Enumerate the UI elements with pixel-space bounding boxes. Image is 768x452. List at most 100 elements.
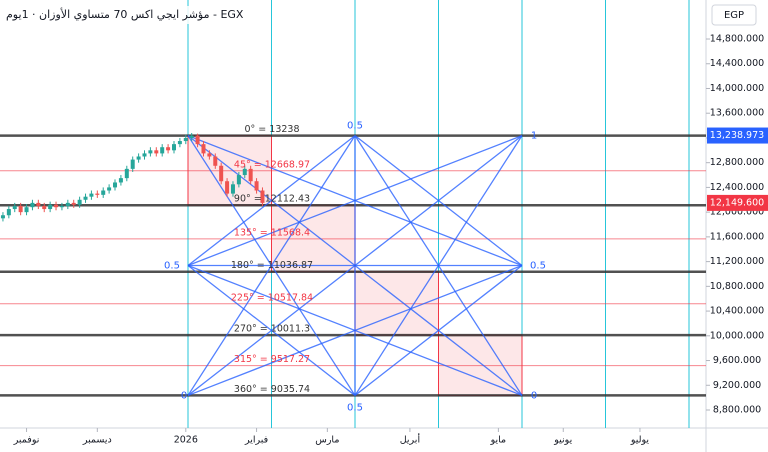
x-tick-label: أبريل	[400, 433, 421, 446]
candle-body	[59, 205, 64, 208]
chart-title: مؤشر ايجي اكس 70 متساوي الأوزان · 1يوم -…	[6, 7, 244, 21]
price-tag-label: 13,238.973	[710, 130, 764, 141]
y-tick-label: 14,800.000	[710, 34, 764, 45]
candle-body	[65, 202, 70, 206]
x-tick-label: ديسمبر	[82, 435, 112, 446]
y-tick-label: 11,200.000	[710, 256, 764, 267]
candle-body	[242, 168, 247, 176]
gann-level-label: 225° = 10517.84	[231, 292, 313, 303]
gann-level-label: 180° = 11036.87	[231, 260, 313, 271]
title-bg	[0, 6, 225, 24]
candle-body	[248, 168, 253, 182]
y-tick-label: 9,600.000	[713, 355, 761, 366]
y-tick-label: 13,600.000	[710, 108, 764, 119]
candle-body	[236, 175, 241, 185]
candle-body	[130, 159, 135, 169]
x-tick-label: مارس	[315, 435, 339, 446]
candle-body	[160, 147, 165, 154]
candle-body	[124, 168, 129, 179]
y-tick-label: 10,800.000	[710, 281, 764, 292]
y-tick-label: 10,000.000	[710, 330, 764, 341]
box-label: 0.5	[347, 121, 363, 132]
candle-body	[230, 184, 235, 194]
candle-body	[254, 181, 259, 191]
gann-level-label: 135° = 11568.4	[234, 227, 310, 238]
box-label: 0	[531, 390, 537, 401]
candle-body	[0, 215, 5, 219]
gann-level-label: 90° = 12112.43	[234, 194, 310, 205]
gann-fan-line	[354, 265, 523, 396]
candle-body	[219, 165, 224, 182]
candle-body	[213, 156, 218, 166]
candle-body	[118, 178, 123, 183]
candle-body	[113, 182, 118, 188]
y-tick-label: 14,000.000	[710, 83, 764, 94]
gann-level-label: 0° = 13238	[244, 124, 299, 135]
x-tick-label: يوليو	[630, 435, 650, 446]
candle-body	[107, 187, 112, 191]
price-tag	[707, 194, 768, 211]
y-tick-label: 12,800.000	[710, 157, 764, 168]
gann-level-label: 360° = 9035.74	[234, 384, 310, 395]
candle-body	[171, 144, 176, 151]
candle-body	[77, 199, 82, 205]
gann-level-label: 270° = 10011.3	[234, 324, 310, 335]
candle-body	[42, 205, 47, 210]
candle-body	[18, 205, 23, 213]
candle-body	[201, 144, 206, 154]
box-label: 0.5	[347, 402, 363, 413]
box-label: 0	[181, 390, 187, 401]
gann-fan-line	[187, 265, 356, 396]
candle-body	[154, 150, 159, 154]
candle-body	[101, 190, 106, 195]
candle-body	[148, 150, 153, 154]
candle-body	[6, 209, 11, 216]
x-tick-label: 2026	[174, 435, 198, 446]
candle-body	[54, 204, 59, 208]
y-tick-label: 11,600.000	[710, 231, 764, 242]
candle-body	[177, 141, 182, 145]
y-tick-label: 14,400.000	[710, 58, 764, 69]
x-tick-label: نوفمبر	[13, 435, 40, 446]
price-tag	[707, 127, 768, 144]
plot-area: 0.5 0.5 0.5 0.5 1 0 0 0° = 13238 45° = 12668.97 9…	[0, 0, 706, 428]
currency: EGP	[724, 10, 744, 21]
candle-body	[166, 147, 171, 151]
candle-body	[183, 137, 188, 142]
candle-body	[24, 207, 29, 213]
candle-body	[142, 153, 147, 157]
y-tick-label: 8,800.000	[713, 405, 761, 416]
y-tick-label: 10,400.000	[710, 306, 764, 317]
gann-level-label: 45° = 12668.97	[234, 159, 310, 170]
gann-fan-line	[187, 135, 356, 267]
y-tick-label: 9,200.000	[713, 380, 761, 391]
price-tag-label: 12,149.600	[710, 197, 764, 208]
box-label: 0.5	[530, 261, 546, 272]
gann-fan-line	[354, 135, 523, 267]
candle-body	[195, 135, 200, 145]
candle-body	[95, 193, 100, 195]
candle-body	[225, 181, 230, 194]
box-label: 1	[531, 131, 537, 142]
candle-body	[89, 193, 94, 197]
x-tick-label: يونيو	[553, 435, 572, 446]
candle-body	[207, 153, 212, 157]
candle-body	[48, 204, 53, 210]
x-tick-label: مايو	[490, 435, 507, 446]
candle-body	[30, 202, 35, 208]
candle-body	[71, 202, 76, 205]
y-tick-label: 12,000.000	[710, 207, 764, 218]
box-label: 0.5	[164, 261, 180, 272]
gann-level-label: 315° = 9517.27	[234, 354, 310, 365]
candle-body	[136, 156, 141, 160]
currency-box[interactable]	[711, 4, 757, 26]
candle-body	[36, 202, 41, 206]
candle-body	[83, 196, 88, 200]
candle-body	[12, 205, 17, 210]
x-tick-label: فبراير	[244, 435, 268, 446]
candle-body	[189, 135, 194, 138]
candle-body	[260, 190, 265, 203]
y-tick-label: 12,400.000	[710, 182, 764, 193]
